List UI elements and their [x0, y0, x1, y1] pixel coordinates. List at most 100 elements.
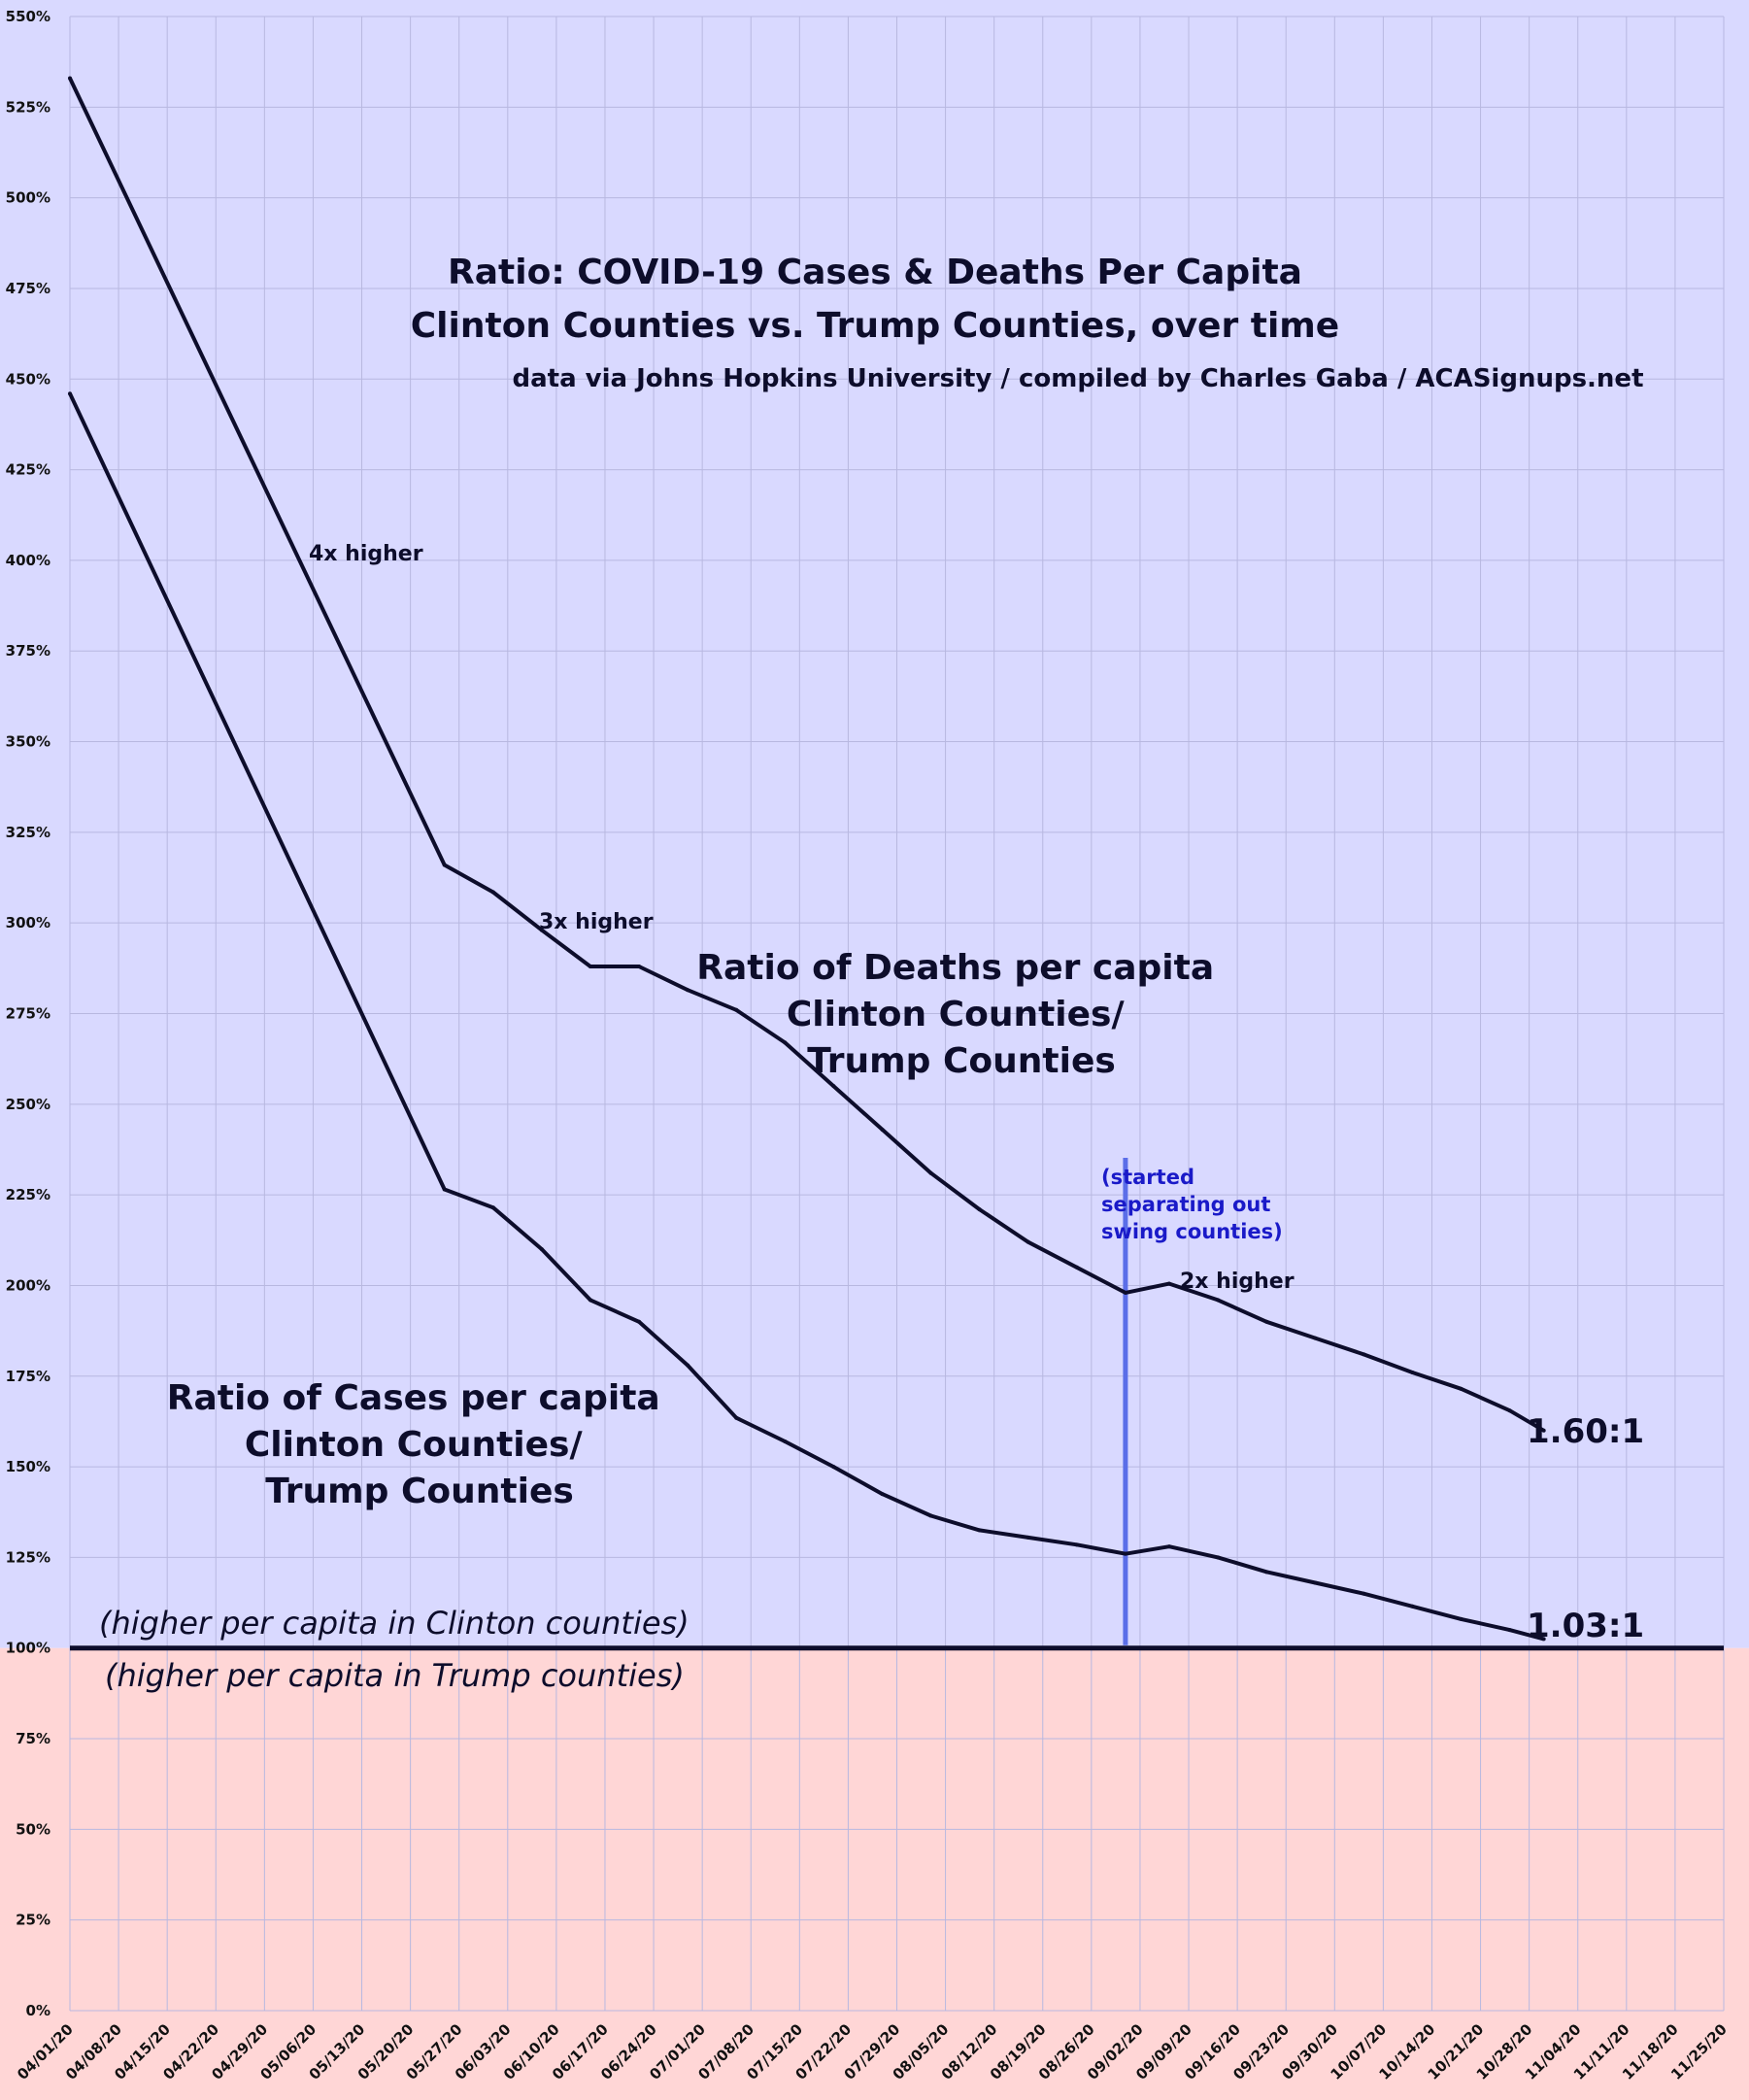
data-point	[831, 1084, 836, 1089]
data-point	[880, 1492, 885, 1497]
cases-label: Ratio of Cases per capita Clinton Counti…	[167, 1378, 673, 1511]
data-point	[1123, 1290, 1127, 1295]
data-point	[1166, 1281, 1171, 1286]
data-point	[734, 1007, 739, 1012]
data-point	[928, 1513, 933, 1518]
y-tick-label: 75%	[16, 1730, 50, 1747]
y-tick-label: 50%	[16, 1820, 50, 1838]
data-point	[1362, 1591, 1366, 1596]
data-point	[1362, 1352, 1366, 1357]
data-point	[539, 928, 544, 932]
data-point	[783, 1439, 788, 1443]
data-point	[490, 1205, 495, 1210]
cases-label-line: Trump Counties	[265, 1472, 574, 1511]
data-point	[1074, 1265, 1079, 1270]
y-tick-label: 475%	[6, 280, 50, 297]
data-point	[1264, 1319, 1269, 1324]
y-tick-label: 450%	[6, 370, 50, 388]
data-point	[880, 1127, 885, 1132]
data-point	[1410, 1371, 1415, 1375]
region-label-below: (higher per capita in Trump counties)	[105, 1657, 685, 1694]
y-tick-label: 525%	[6, 98, 50, 116]
data-point	[442, 1187, 447, 1192]
data-point	[539, 1247, 544, 1252]
data-point	[1216, 1555, 1221, 1560]
data-point	[686, 988, 690, 993]
data-point	[977, 1207, 982, 1212]
y-tick-label: 325%	[6, 824, 50, 841]
data-point	[1313, 1580, 1318, 1585]
region-label-above: (higher per capita in Clinton counties)	[99, 1605, 690, 1642]
data-point	[783, 1040, 788, 1045]
swing-annotation-line: separating out	[1101, 1193, 1270, 1216]
data-point	[490, 890, 495, 895]
cases-end-label: 1.03:1	[1527, 1607, 1644, 1645]
series-points-deaths	[68, 76, 1546, 1433]
data-point	[588, 964, 592, 968]
deaths-label: Ratio of Deaths per capita Clinton Count…	[696, 948, 1226, 1081]
data-point	[1264, 1570, 1269, 1575]
y-tick-label: 400%	[6, 552, 50, 569]
swing-annotation-line: (started	[1101, 1166, 1194, 1189]
series-points-cases	[68, 391, 1546, 1642]
cases-label-line: Ratio of Cases per capita	[167, 1378, 660, 1418]
data-point	[1313, 1336, 1318, 1340]
y-tick-label: 200%	[6, 1276, 50, 1294]
y-tick-label: 175%	[6, 1368, 50, 1385]
data-point	[977, 1528, 982, 1533]
annotation-2x: 2x higher	[1180, 1270, 1295, 1294]
y-tick-label: 250%	[6, 1096, 50, 1113]
y-tick-label: 275%	[6, 1005, 50, 1023]
y-tick-label: 375%	[6, 642, 50, 660]
y-tick-label: 300%	[6, 914, 50, 931]
bg-below	[0, 1647, 1749, 2100]
y-tick-label: 150%	[6, 1458, 50, 1475]
cases-label-line: Clinton Counties/	[245, 1425, 584, 1465]
y-tick-label: 425%	[6, 461, 50, 479]
data-point	[1507, 1628, 1512, 1633]
swing-annotation-line: swing counties)	[1101, 1220, 1283, 1243]
data-point	[637, 964, 642, 968]
y-tick-label: 0%	[26, 2002, 50, 2019]
data-point	[1541, 1637, 1546, 1642]
data-point	[588, 1298, 592, 1303]
deaths-label-line: Clinton Counties/	[787, 995, 1126, 1034]
data-point	[637, 1319, 642, 1324]
data-point	[1123, 1551, 1127, 1556]
data-point	[1459, 1386, 1463, 1391]
data-point	[1074, 1542, 1079, 1547]
y-tick-label: 350%	[6, 733, 50, 751]
deaths-label-line: Ratio of Deaths per capita	[696, 948, 1214, 988]
data-point	[68, 391, 72, 396]
y-tick-label: 25%	[16, 1912, 50, 1929]
chart-source: data via Johns Hopkins University / comp…	[512, 364, 1643, 393]
y-tick-label: 125%	[6, 1548, 50, 1566]
data-point	[1410, 1604, 1415, 1609]
y-tick-label: 550%	[6, 8, 50, 25]
deaths-end-label: 1.60:1	[1527, 1412, 1644, 1451]
bg-above	[0, 0, 1749, 1648]
data-point	[1459, 1616, 1463, 1621]
y-tick-label: 225%	[6, 1186, 50, 1203]
y-axis: 0% 25% 50% 75% 100% 125% 150% 175% 200% 225% 250% 2…	[6, 8, 50, 2019]
y-tick-label: 100%	[6, 1640, 50, 1657]
data-point	[1507, 1408, 1512, 1413]
data-point	[68, 76, 72, 81]
annotation-4x: 4x higher	[309, 542, 423, 566]
data-point	[1026, 1239, 1030, 1244]
deaths-label-line: Trump Counties	[807, 1041, 1116, 1081]
data-point	[1216, 1298, 1221, 1303]
data-point	[831, 1465, 836, 1470]
swing-annotation: (started separating out swing counties)	[1101, 1166, 1283, 1243]
data-point	[928, 1170, 933, 1175]
data-point	[686, 1363, 690, 1368]
data-point	[442, 863, 447, 867]
annotation-3x: 3x higher	[539, 910, 654, 934]
data-point	[1166, 1544, 1171, 1549]
chart-title: Ratio: COVID-19 Cases & Deaths Per Capit…	[448, 253, 1302, 292]
data-point	[734, 1415, 739, 1420]
data-point	[1026, 1535, 1030, 1540]
chart-subtitle: Clinton Counties vs. Trump Counties, ove…	[411, 306, 1339, 346]
data-point	[1541, 1428, 1546, 1433]
